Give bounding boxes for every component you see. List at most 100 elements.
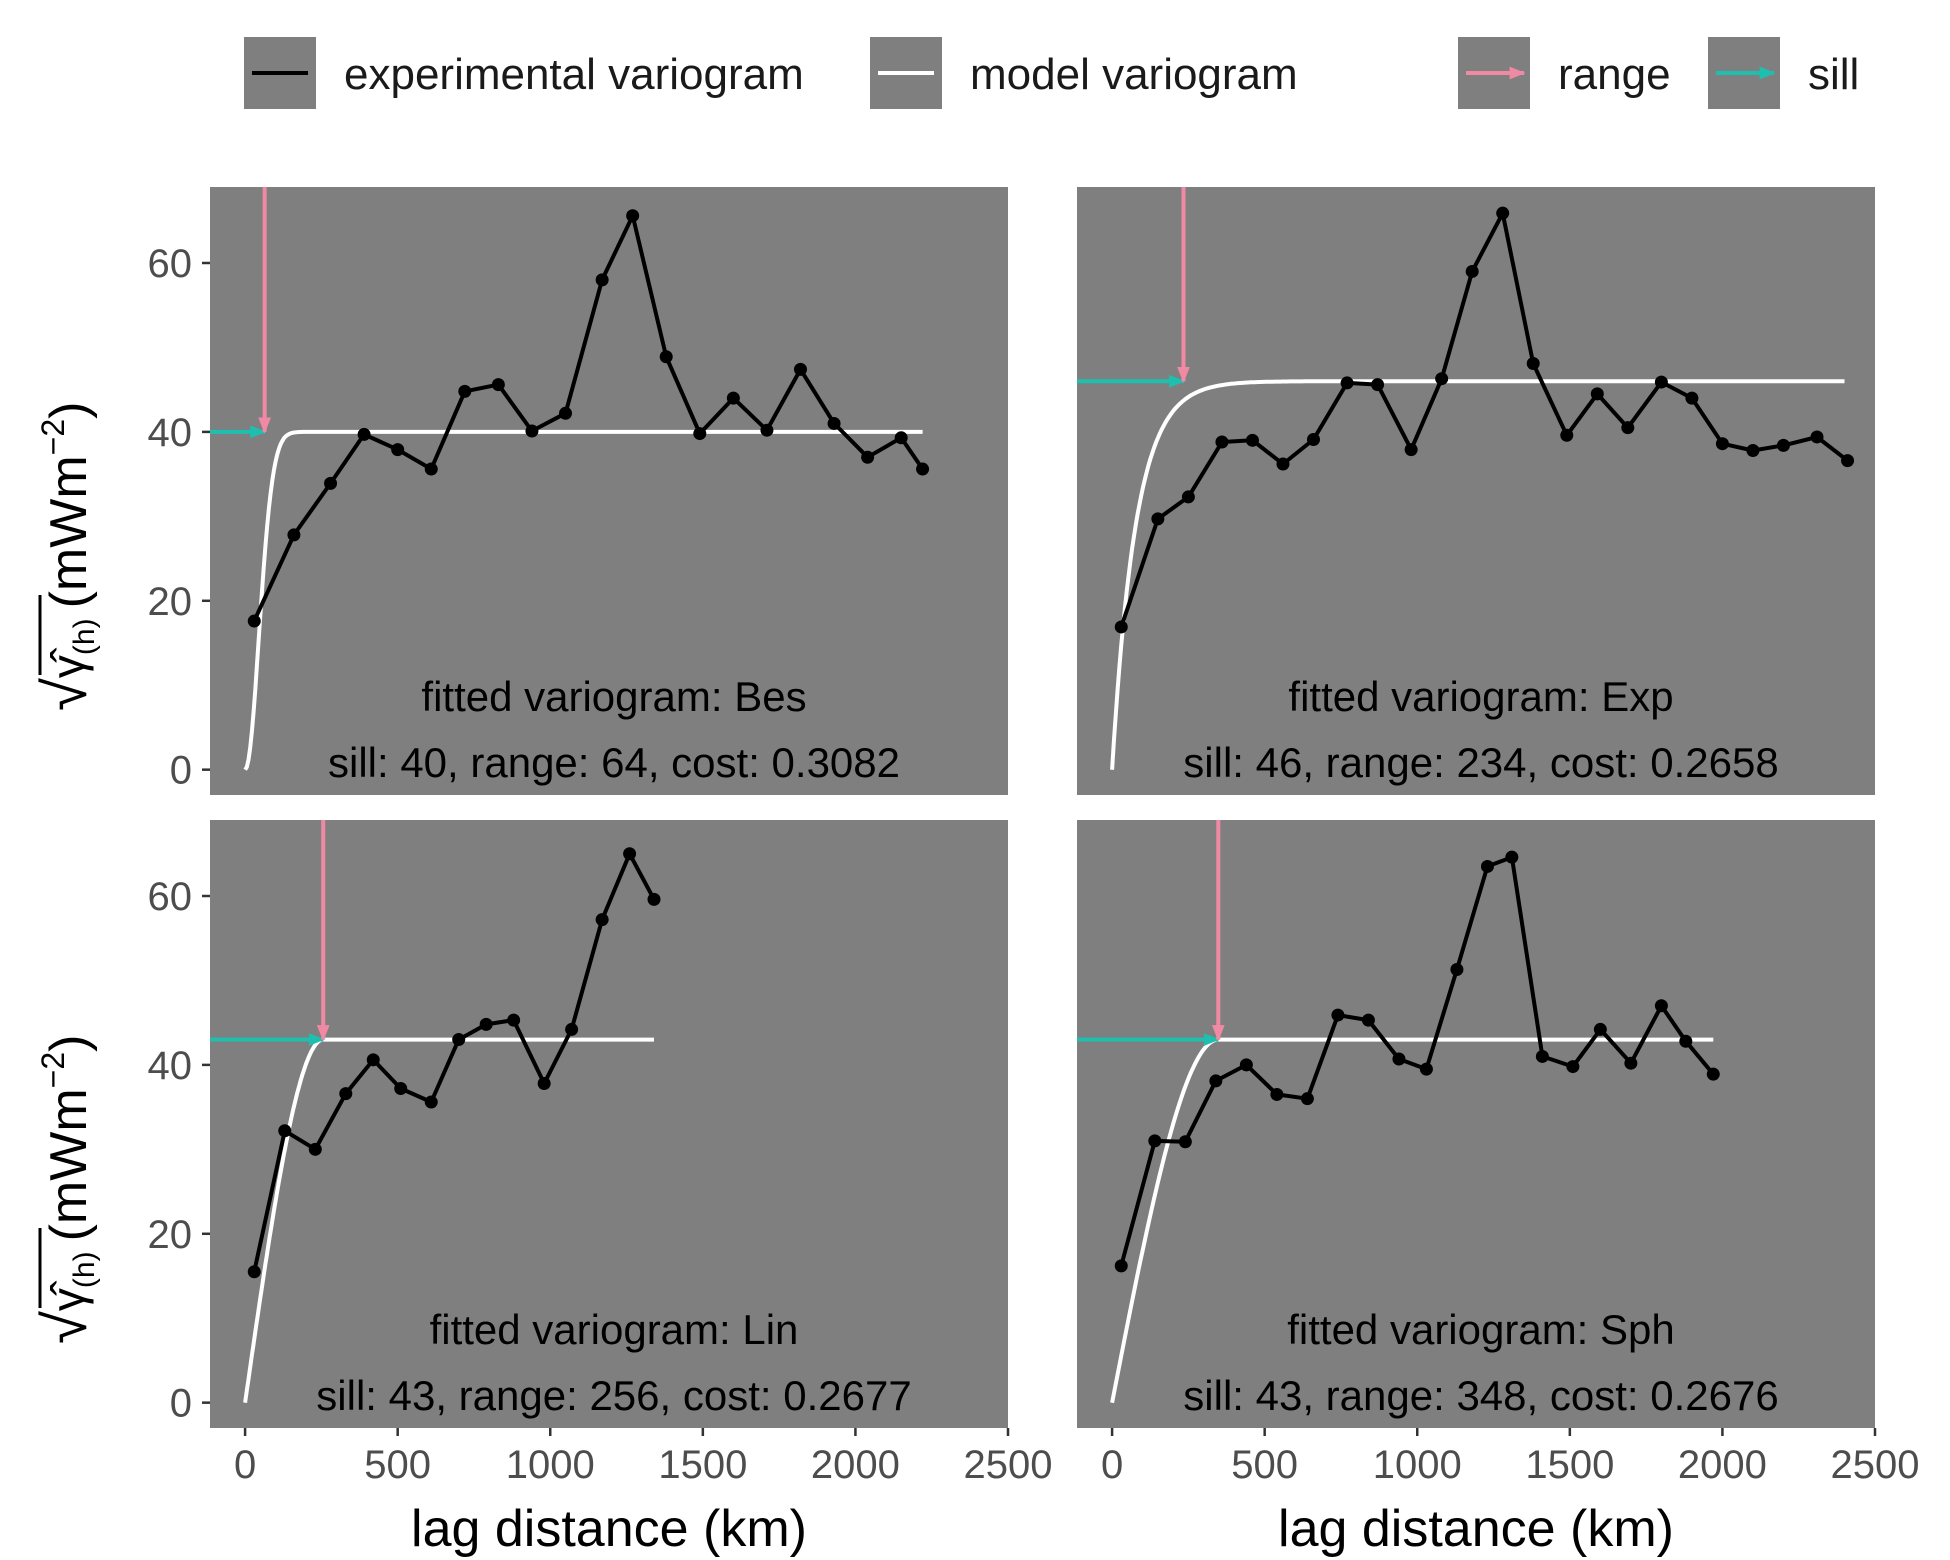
y-axis-close: ) — [40, 1035, 98, 1052]
experimental-point-bes-8 — [525, 424, 539, 438]
experimental-point-sph-13 — [1505, 850, 1519, 864]
experimental-point-sph-18 — [1654, 999, 1668, 1013]
panel-title-lin: fitted variogram: Lin — [430, 1306, 799, 1353]
experimental-point-bes-13 — [693, 427, 707, 441]
experimental-point-bes-20 — [916, 462, 930, 476]
experimental-point-exp-16 — [1621, 421, 1635, 435]
x-tick-label-lin-0: 0 — [234, 1443, 256, 1487]
legend-label-experimental: experimental variogram — [344, 50, 804, 99]
panel-background-lin — [210, 820, 1008, 1428]
panel-bes: fitted variogram: Bes sill: 40, range: 64… — [32, 187, 1008, 795]
panel-plot-area-lin — [210, 820, 661, 1403]
experimental-point-lin-4 — [366, 1053, 380, 1067]
y-tick-label-lin-60: 60 — [148, 875, 193, 919]
experimental-point-exp-9 — [1404, 443, 1418, 457]
experimental-point-sph-4 — [1239, 1058, 1253, 1072]
experimental-point-sph-1 — [1148, 1134, 1162, 1148]
y-axis-close: ) — [40, 402, 98, 419]
experimental-point-exp-13 — [1526, 356, 1540, 370]
y-axis-exponent: −2 — [35, 1052, 71, 1088]
experimental-point-bes-17 — [827, 416, 841, 430]
y-tick-label-bes-20: 20 — [148, 580, 193, 624]
legend-item-sill-arrow: sill — [1708, 37, 1859, 109]
experimental-point-bes-4 — [391, 443, 405, 457]
experimental-point-bes-10 — [595, 273, 609, 287]
experimental-point-bes-3 — [357, 427, 371, 441]
experimental-point-lin-5 — [394, 1082, 408, 1096]
experimental-point-sph-12 — [1480, 859, 1494, 873]
experimental-point-exp-6 — [1307, 432, 1321, 446]
experimental-point-lin-3 — [339, 1087, 353, 1101]
panel-background-sph — [1077, 820, 1875, 1428]
experimental-point-exp-15 — [1590, 387, 1604, 401]
experimental-point-sph-20 — [1706, 1067, 1720, 1081]
experimental-point-bes-11 — [626, 209, 640, 223]
experimental-point-lin-9 — [507, 1013, 521, 1027]
experimental-point-exp-19 — [1715, 437, 1729, 451]
experimental-point-bes-19 — [894, 431, 908, 445]
experimental-point-lin-8 — [479, 1017, 493, 1031]
experimental-point-sph-2 — [1178, 1135, 1192, 1149]
y-axis-unit: (mWm — [40, 455, 98, 608]
x-tick-label-sph-500: 500 — [1231, 1443, 1298, 1487]
experimental-point-exp-11 — [1465, 264, 1479, 278]
x-tick-label-lin-2500: 2500 — [964, 1443, 1053, 1487]
y-axis-title-text: √γ̂(h)(mWm−2) — [32, 1035, 101, 1344]
y-tick-label-bes-40: 40 — [148, 411, 193, 455]
panel-stats-lin: sill: 43, range: 256, cost: 0.2677 — [316, 1372, 911, 1419]
y-axis-subscript: (h) — [68, 1251, 101, 1288]
experimental-point-exp-14 — [1560, 428, 1574, 442]
experimental-point-exp-1 — [1151, 512, 1165, 526]
panel-title-bes: fitted variogram: Bes — [421, 673, 806, 720]
experimental-point-sph-6 — [1300, 1092, 1314, 1106]
legend-label-range-arrow: range — [1558, 50, 1671, 99]
y-axis-subscript: (h) — [68, 618, 101, 655]
x-tick-label-sph-1000: 1000 — [1373, 1443, 1462, 1487]
experimental-point-lin-1 — [278, 1124, 292, 1138]
experimental-point-sph-7 — [1331, 1008, 1345, 1022]
experimental-point-bes-16 — [793, 362, 807, 376]
experimental-point-lin-11 — [565, 1022, 579, 1036]
experimental-point-bes-12 — [659, 350, 673, 364]
experimental-point-lin-14 — [647, 892, 661, 906]
panel-stats-exp: sill: 46, range: 234, cost: 0.2658 — [1183, 739, 1778, 786]
y-axis-unit: (mWm — [40, 1088, 98, 1241]
experimental-point-exp-17 — [1654, 375, 1668, 389]
experimental-point-sph-3 — [1209, 1074, 1223, 1088]
experimental-point-exp-2 — [1181, 490, 1195, 504]
experimental-point-sph-0 — [1114, 1259, 1128, 1273]
model-variogram-line-bes — [243, 429, 923, 771]
experimental-point-sph-17 — [1624, 1056, 1638, 1070]
experimental-point-exp-8 — [1371, 378, 1385, 392]
legend-item-range-arrow: range — [1458, 37, 1671, 109]
experimental-point-bes-15 — [760, 423, 774, 437]
experimental-point-exp-0 — [1114, 620, 1128, 634]
x-tick-label-sph-2500: 2500 — [1831, 1443, 1920, 1487]
experimental-point-bes-18 — [861, 450, 875, 464]
y-tick-label-bes-60: 60 — [148, 242, 193, 286]
experimental-point-exp-3 — [1215, 435, 1229, 449]
experimental-point-exp-22 — [1810, 430, 1824, 444]
y-axis-title-lin: √γ̂(h)(mWm−2) — [32, 1035, 101, 1344]
experimental-point-sph-5 — [1270, 1087, 1284, 1101]
y-axis-title-text: √γ̂(h)(mWm−2) — [32, 402, 101, 711]
model-variogram-line-lin — [243, 1037, 654, 1403]
y-tick-label-lin-40: 40 — [148, 1044, 193, 1088]
experimental-point-sph-19 — [1679, 1034, 1693, 1048]
y-axis-sqrt-symbol: √ — [32, 678, 99, 711]
legend-label-sill-arrow: sill — [1808, 50, 1859, 99]
panel-stats-bes: sill: 40, range: 64, cost: 0.3082 — [328, 739, 900, 786]
experimental-point-sph-10 — [1419, 1062, 1433, 1076]
y-axis-sqrt-symbol: √ — [32, 1311, 99, 1344]
legend-label-model: model variogram — [970, 50, 1298, 99]
experimental-point-lin-13 — [623, 847, 637, 861]
legend-item-model: model variogram — [870, 37, 1298, 109]
experimental-point-exp-5 — [1276, 457, 1290, 471]
experimental-point-exp-20 — [1746, 443, 1760, 457]
panel-background-bes — [210, 187, 1008, 795]
panel-exp: fitted variogram: Exp sill: 46, range: 23… — [1077, 187, 1875, 795]
y-axis-title-bes: √γ̂(h)(mWm−2) — [32, 402, 101, 711]
experimental-point-sph-14 — [1535, 1049, 1549, 1063]
experimental-point-bes-9 — [559, 406, 573, 420]
